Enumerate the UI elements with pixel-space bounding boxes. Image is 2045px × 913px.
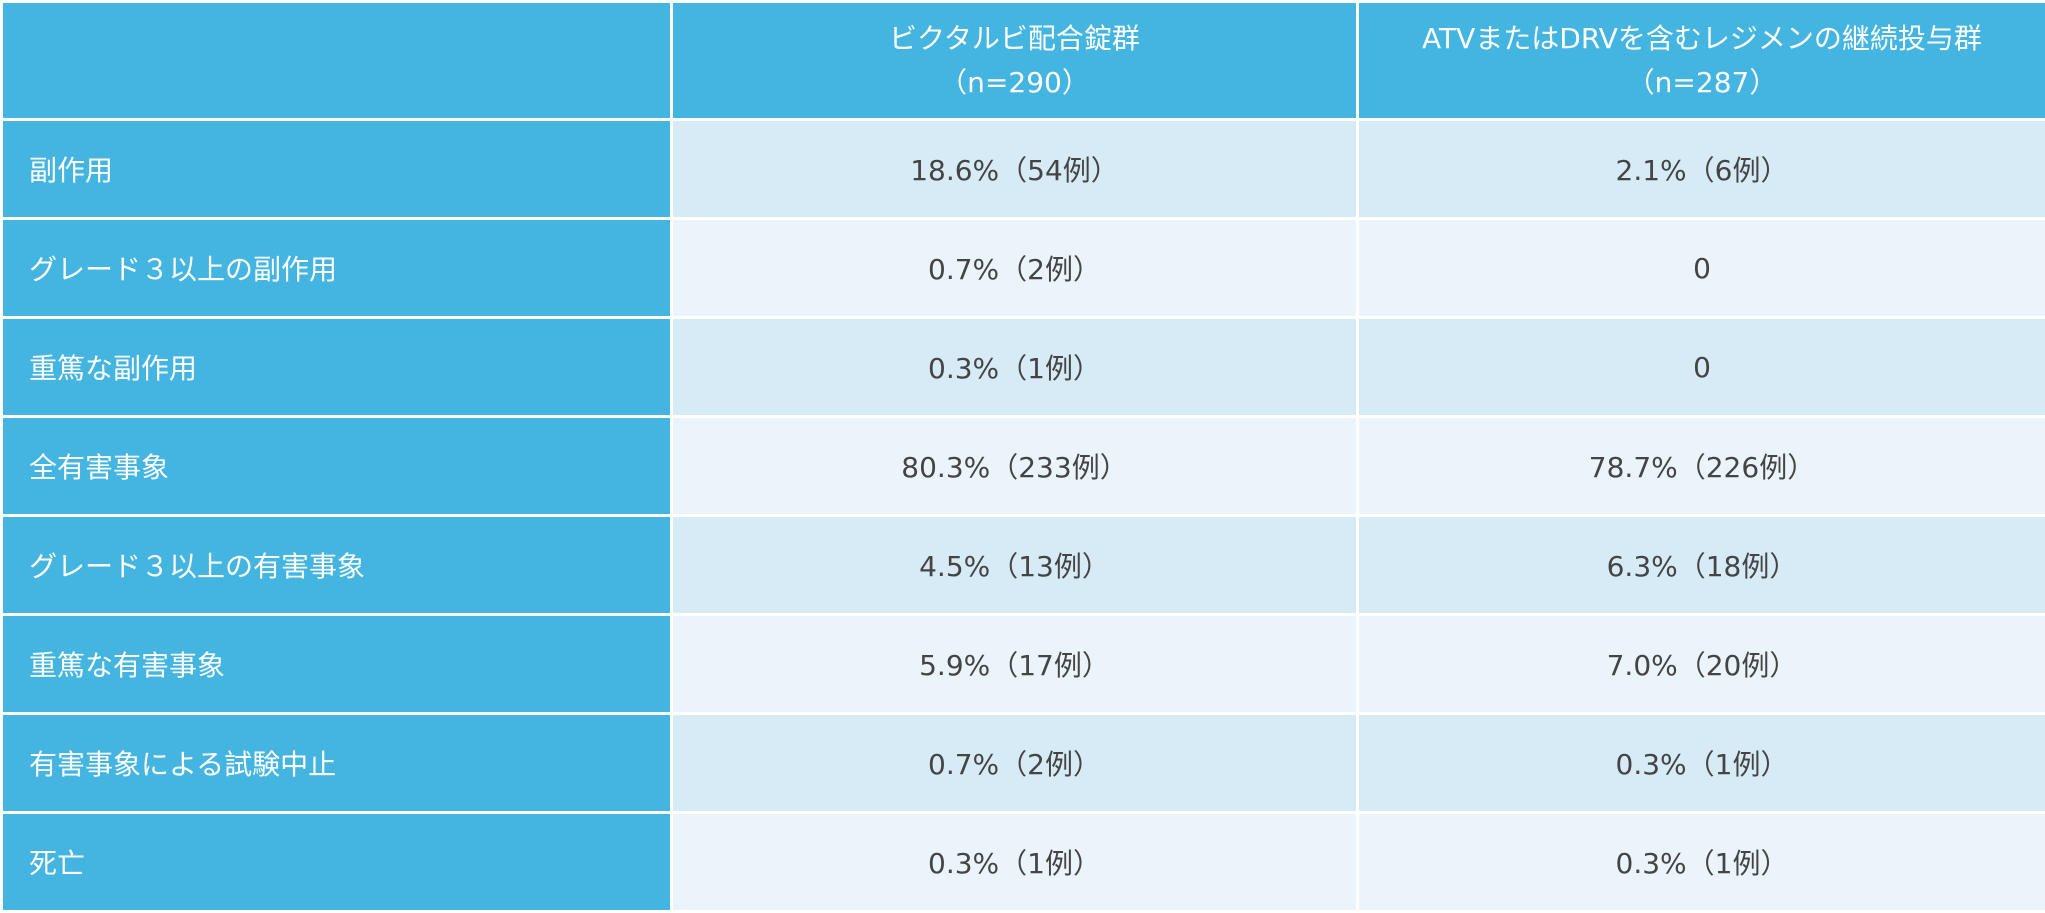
- table-row: 重篤な有害事象 5.9%（17例） 7.0%（20例）: [2, 615, 2045, 714]
- cell-bictarvy: 0.3%（1例）: [672, 318, 1358, 417]
- cell-bictarvy: 5.9%（17例）: [672, 615, 1358, 714]
- header-col-bictarvy-name: ビクタルビ配合錠群: [673, 17, 1356, 61]
- table-row: 有害事象による試験中止 0.7%（2例） 0.3%（1例）: [2, 714, 2045, 813]
- cell-continuation: 0: [1358, 219, 2045, 318]
- row-label: 全有害事象: [2, 417, 672, 516]
- header-col-bictarvy-n: （n=290）: [673, 61, 1356, 105]
- cell-continuation: 2.1%（6例）: [1358, 120, 2045, 219]
- row-label: 重篤な有害事象: [2, 615, 672, 714]
- cell-bictarvy: 0.3%（1例）: [672, 813, 1358, 912]
- cell-continuation: 0: [1358, 318, 2045, 417]
- row-label: 重篤な副作用: [2, 318, 672, 417]
- cell-bictarvy: 0.7%（2例）: [672, 714, 1358, 813]
- cell-continuation: 0.3%（1例）: [1358, 813, 2045, 912]
- cell-bictarvy: 18.6%（54例）: [672, 120, 1358, 219]
- table-row: 死亡 0.3%（1例） 0.3%（1例）: [2, 813, 2045, 912]
- header-col-continuation: ATVまたはDRVを含むレジメンの継続投与群 （n=287）: [1358, 2, 2045, 120]
- row-label: グレード３以上の有害事象: [2, 516, 672, 615]
- table-row: グレード３以上の有害事象 4.5%（13例） 6.3%（18例）: [2, 516, 2045, 615]
- cell-bictarvy: 4.5%（13例）: [672, 516, 1358, 615]
- cell-continuation: 6.3%（18例）: [1358, 516, 2045, 615]
- table-row: グレード３以上の副作用 0.7%（2例） 0: [2, 219, 2045, 318]
- header-col-continuation-name: ATVまたはDRVを含むレジメンの継続投与群: [1359, 17, 2045, 61]
- table-header: ビクタルビ配合錠群 （n=290） ATVまたはDRVを含むレジメンの継続投与群…: [2, 2, 2045, 120]
- cell-bictarvy: 80.3%（233例）: [672, 417, 1358, 516]
- cell-continuation: 78.7%（226例）: [1358, 417, 2045, 516]
- header-corner-cell: [2, 2, 672, 120]
- row-label: グレード３以上の副作用: [2, 219, 672, 318]
- table-row: 全有害事象 80.3%（233例） 78.7%（226例）: [2, 417, 2045, 516]
- table-row: 重篤な副作用 0.3%（1例） 0: [2, 318, 2045, 417]
- cell-continuation: 0.3%（1例）: [1358, 714, 2045, 813]
- row-label: 副作用: [2, 120, 672, 219]
- row-label: 死亡: [2, 813, 672, 912]
- header-row: ビクタルビ配合錠群 （n=290） ATVまたはDRVを含むレジメンの継続投与群…: [2, 2, 2045, 120]
- row-label: 有害事象による試験中止: [2, 714, 672, 813]
- table-row: 副作用 18.6%（54例） 2.1%（6例）: [2, 120, 2045, 219]
- cell-continuation: 7.0%（20例）: [1358, 615, 2045, 714]
- table-body: 副作用 18.6%（54例） 2.1%（6例） グレード３以上の副作用 0.7%…: [2, 120, 2045, 912]
- header-col-bictarvy: ビクタルビ配合錠群 （n=290）: [672, 2, 1358, 120]
- header-col-continuation-n: （n=287）: [1359, 61, 2045, 105]
- cell-bictarvy: 0.7%（2例）: [672, 219, 1358, 318]
